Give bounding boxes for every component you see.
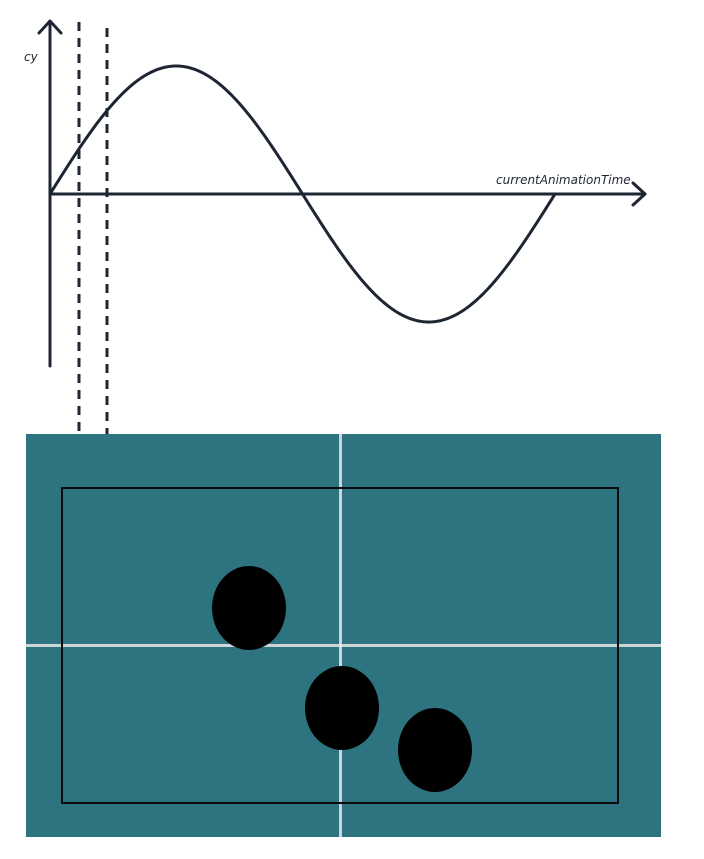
sine-curve bbox=[48, 64, 557, 324]
x-axis-label: currentAnimationTime bbox=[496, 173, 631, 187]
y-axis-label: cy bbox=[24, 50, 39, 64]
ball-2 bbox=[305, 666, 379, 750]
ball-3 bbox=[398, 708, 472, 792]
horizontal-guide-line bbox=[26, 644, 661, 647]
ball-1 bbox=[212, 566, 286, 650]
bounding-frame bbox=[61, 487, 619, 804]
x-axis-arrowhead bbox=[631, 181, 647, 207]
vertical-guide-line bbox=[339, 434, 342, 837]
animation-scene bbox=[26, 434, 661, 837]
scene-background bbox=[26, 434, 661, 837]
y-axis-arrowhead bbox=[37, 19, 63, 35]
sine-graph: cy currentAnimationTime bbox=[24, 19, 647, 436]
